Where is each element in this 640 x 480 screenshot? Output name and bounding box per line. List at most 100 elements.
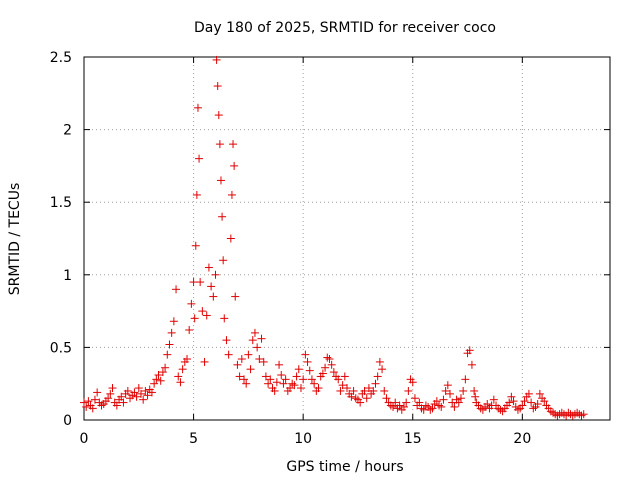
data-point xyxy=(250,328,259,337)
data-point xyxy=(382,394,391,403)
data-point xyxy=(82,402,91,411)
data-point xyxy=(360,386,369,395)
data-point xyxy=(242,379,251,388)
data-point xyxy=(167,328,176,337)
data-point xyxy=(152,375,161,384)
data-point xyxy=(290,381,299,390)
data-point xyxy=(80,398,88,407)
data-point xyxy=(454,398,463,407)
data-point xyxy=(209,292,218,301)
data-point xyxy=(415,398,424,407)
data-point xyxy=(505,398,514,407)
data-point xyxy=(178,365,187,374)
data-point xyxy=(117,392,126,401)
data-point xyxy=(207,282,216,291)
data-point xyxy=(219,256,228,265)
data-point xyxy=(266,375,275,384)
data-point xyxy=(193,103,202,112)
data-point xyxy=(443,381,452,390)
data-point xyxy=(437,402,446,411)
data-point xyxy=(496,405,505,414)
data-point xyxy=(518,401,527,410)
data-point xyxy=(270,386,279,395)
y-axis-label: SRMTID / TECUs xyxy=(7,183,23,296)
data-point xyxy=(391,398,400,407)
data-point xyxy=(286,384,295,393)
y-tick-label: 0 xyxy=(63,413,72,429)
data-point xyxy=(222,336,231,345)
data-point xyxy=(204,263,213,272)
grid xyxy=(84,57,610,420)
x-tick-label: 20 xyxy=(513,431,531,447)
data-point xyxy=(314,384,323,393)
data-point xyxy=(410,394,419,403)
data-point xyxy=(200,357,209,366)
data-point xyxy=(340,372,349,381)
data-point xyxy=(336,386,345,395)
data-point xyxy=(214,111,223,120)
data-point xyxy=(408,378,417,387)
data-point xyxy=(198,307,207,316)
data-point xyxy=(195,154,204,163)
data-point xyxy=(347,392,356,401)
data-point xyxy=(104,394,113,403)
data-point xyxy=(456,394,465,403)
data-series-srmtid xyxy=(80,55,588,420)
data-point xyxy=(192,190,201,199)
data-point xyxy=(213,82,222,91)
data-point xyxy=(294,365,303,374)
data-point xyxy=(215,140,224,149)
data-point xyxy=(134,384,143,393)
data-point xyxy=(465,346,474,355)
data-point xyxy=(362,394,371,403)
data-point xyxy=(143,391,152,400)
data-point xyxy=(533,400,542,409)
data-point xyxy=(470,386,479,395)
data-point xyxy=(371,379,380,388)
data-point xyxy=(310,379,319,388)
data-point xyxy=(161,363,170,372)
data-point xyxy=(279,379,288,388)
data-point xyxy=(141,386,150,395)
data-point xyxy=(527,398,536,407)
y-tick-labels: 0 0.5 1 1.5 2 2.5 xyxy=(50,50,72,429)
data-point xyxy=(218,212,227,221)
data-point xyxy=(112,401,121,410)
data-point xyxy=(507,392,516,401)
data-point xyxy=(292,372,301,381)
y-tick-label: 2 xyxy=(63,123,72,139)
x-tick-labels: 0 5 10 15 20 xyxy=(80,431,532,447)
data-point xyxy=(106,389,115,398)
data-point xyxy=(373,372,382,381)
data-point xyxy=(529,404,538,413)
data-point xyxy=(364,384,373,393)
y-tick-label: 1 xyxy=(63,268,72,284)
data-point xyxy=(540,397,549,406)
chart-title: Day 180 of 2025, SRMTID for receiver coc… xyxy=(194,20,496,36)
data-point xyxy=(165,340,174,349)
data-point xyxy=(235,372,244,381)
data-point xyxy=(130,388,139,397)
data-point xyxy=(375,357,384,366)
data-point xyxy=(174,372,183,381)
data-point xyxy=(264,379,273,388)
data-point xyxy=(428,404,437,413)
data-point xyxy=(579,410,588,419)
data-point xyxy=(471,392,480,401)
y-tick-label: 2.5 xyxy=(50,50,72,66)
data-point xyxy=(84,397,93,406)
data-point xyxy=(185,325,194,334)
data-point xyxy=(489,395,498,404)
data-point xyxy=(163,350,172,359)
data-point xyxy=(327,360,336,369)
data-point xyxy=(139,395,148,404)
data-point xyxy=(334,375,343,384)
data-point xyxy=(169,317,178,326)
data-point xyxy=(520,397,529,406)
x-axis-label: GPS time / hours xyxy=(286,459,403,475)
x-tick-label: 10 xyxy=(294,431,312,447)
data-point xyxy=(158,368,167,377)
data-point xyxy=(296,384,305,393)
data-point xyxy=(272,378,281,387)
data-point xyxy=(467,360,476,369)
